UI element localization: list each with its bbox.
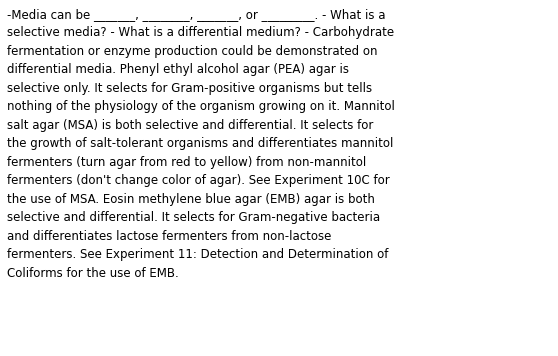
Text: -Media can be _______, ________, _______, or _________. - What is a
selective me: -Media can be _______, ________, _______… — [7, 8, 395, 280]
